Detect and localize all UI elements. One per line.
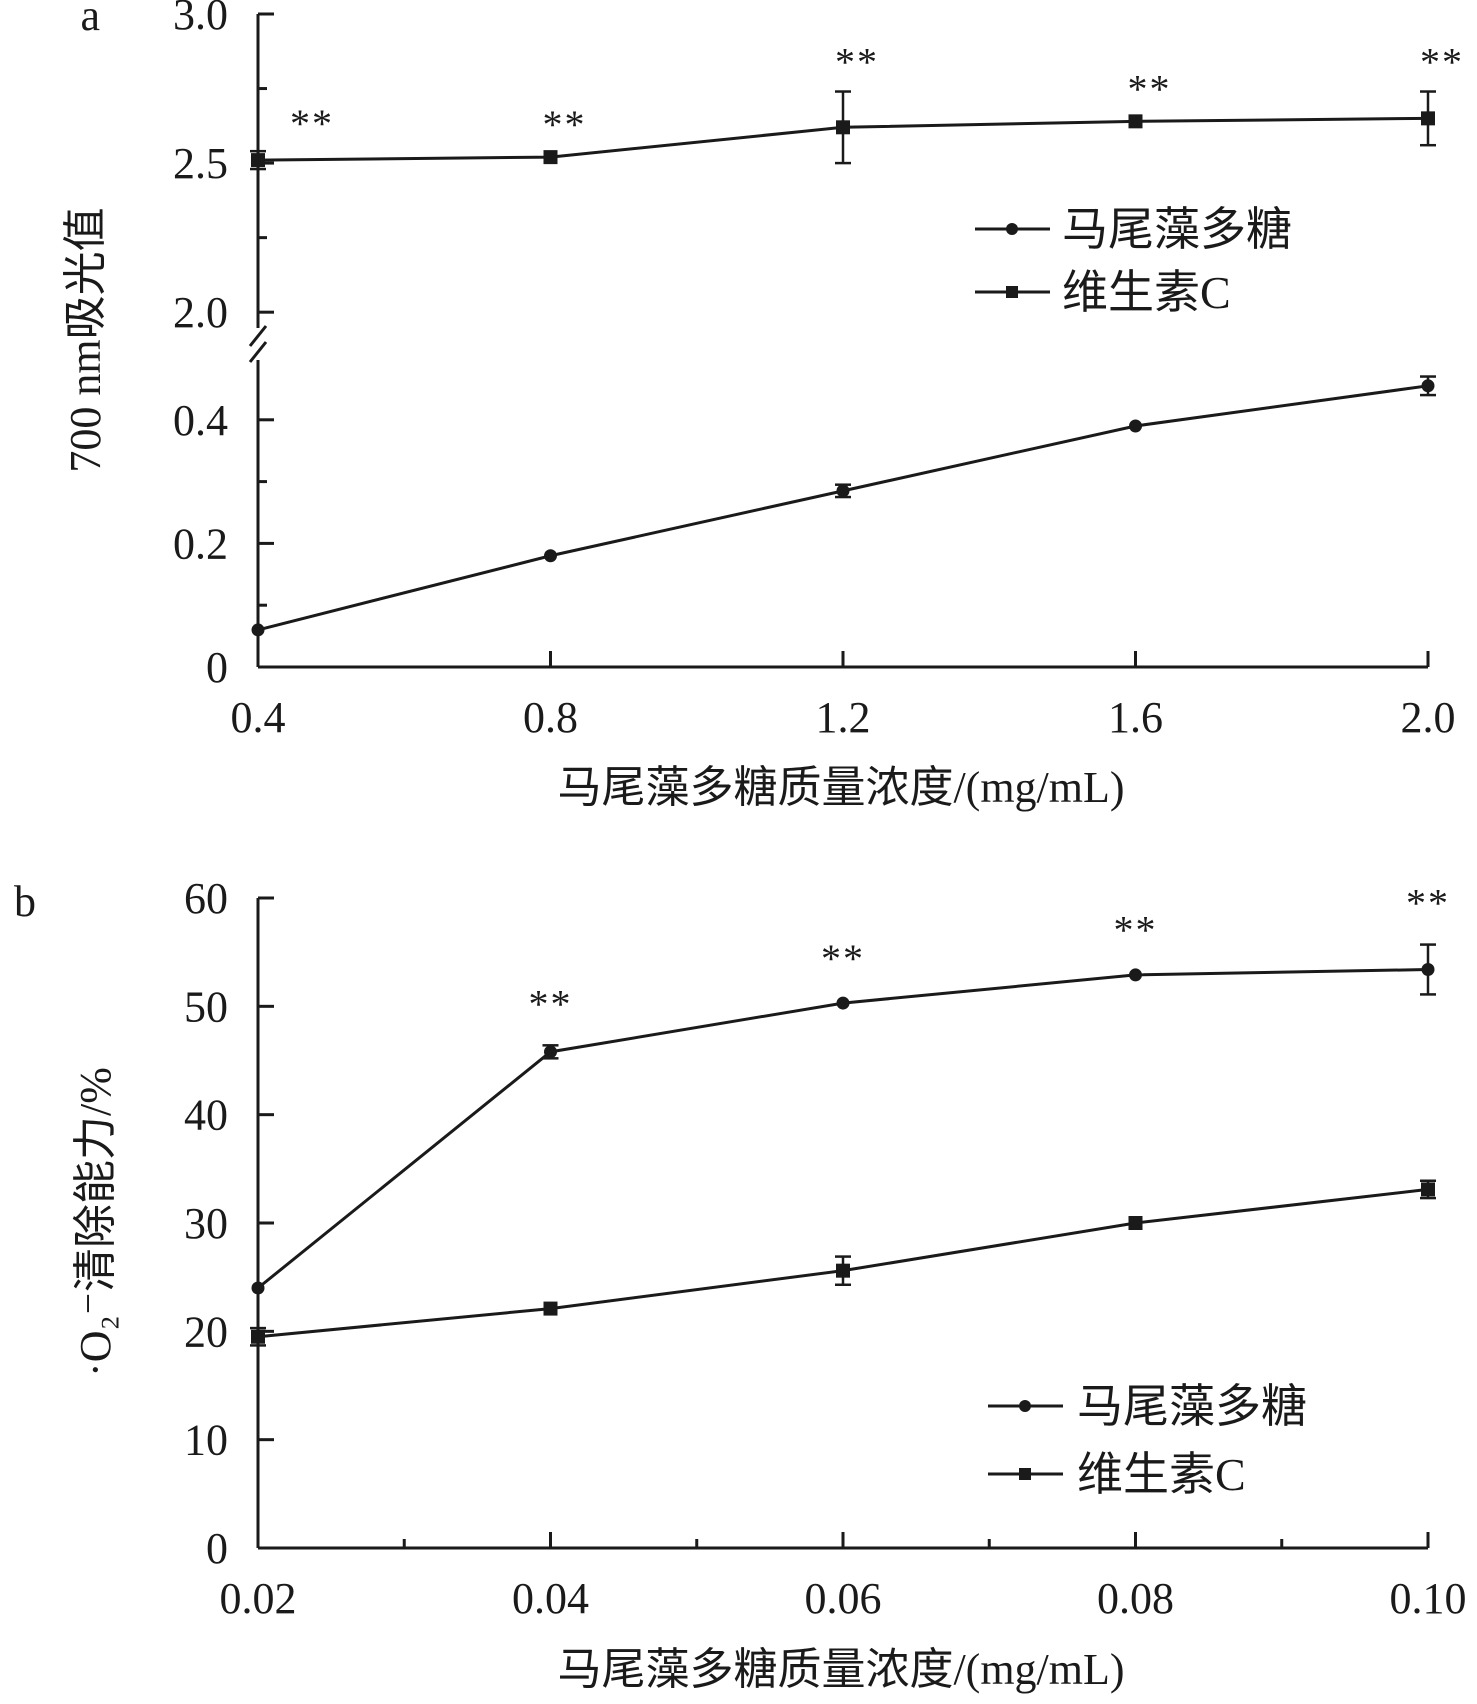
y-tick-label: 10: [184, 1416, 228, 1465]
plot-area: [250, 943, 1436, 1347]
legend-marker-square: [1006, 286, 1018, 298]
y-ticks: [258, 12, 274, 669]
data-point-circle: [836, 996, 850, 1010]
y-tick-label: 3.0: [173, 0, 228, 39]
significance-mark: **: [290, 101, 334, 146]
y-tick-label: 0.4: [173, 396, 228, 445]
x-ticks: [256, 1532, 1430, 1548]
legend-marker-circle: [1006, 223, 1018, 235]
y-tick-label: 30: [184, 1199, 228, 1248]
x-tick-label: 0.4: [231, 693, 286, 742]
x-axis-title: 马尾藻多糖质量浓度/(mg/mL): [557, 763, 1124, 812]
data-point-circle: [544, 549, 557, 563]
data-point-circle: [251, 623, 265, 637]
axis-break-mark-bottom: [248, 341, 268, 363]
data-point-square: [1128, 114, 1143, 129]
significance-mark: **: [529, 981, 573, 1026]
data-point-square: [543, 150, 558, 165]
significance-mark: **: [543, 102, 587, 147]
y-axis-title: 700 nm吸光值: [61, 207, 110, 472]
y-tick-label: 0: [206, 1524, 228, 1573]
legend: 马尾藻多糖 维生素C: [975, 204, 1292, 318]
x-tick-labels: 0.4 0.8 1.2 1.6 2.0: [231, 693, 1456, 742]
data-point-circle: [1129, 419, 1142, 433]
significance-mark: **: [1128, 66, 1172, 111]
data-point-square: [251, 1329, 265, 1344]
y-tick-label: 0.2: [173, 519, 228, 568]
x-tick-label: 0.8: [523, 693, 578, 742]
plot-area: [250, 90, 1436, 637]
data-point-square: [1421, 111, 1435, 126]
legend-marker-circle: [1019, 1400, 1031, 1412]
data-point-square: [836, 120, 850, 135]
y-tick-label: 20: [184, 1307, 228, 1356]
series-line-1: [257, 968, 1429, 1290]
panel-b-label: b: [14, 877, 36, 926]
y-tick-label: 40: [184, 1091, 228, 1140]
x-ticks: [256, 651, 1430, 667]
x-tick-label: 0.06: [805, 1574, 882, 1623]
y-tick-labels: 0 10 20 30 40 50 60: [184, 874, 228, 1573]
x-tick-labels: 0.02 0.04 0.06 0.08 0.10: [220, 1574, 1467, 1623]
y-tick-label: 2.0: [173, 288, 228, 337]
panel-a: a 0 0.2 0.4 2.0 2.5 3.0 0.4 0.8 1.2 1.6 …: [61, 0, 1464, 812]
series-line-1: [257, 384, 1429, 632]
legend-label-series-1: 马尾藻多糖: [1077, 1381, 1307, 1432]
significance-marks: ** ** ** **: [529, 881, 1450, 1027]
x-tick-label: 0.02: [220, 1574, 297, 1623]
data-point-circle: [544, 1045, 557, 1059]
y-tick-label: 2.5: [173, 139, 228, 188]
y-tick-label: 50: [184, 982, 228, 1031]
legend-marker-square: [1019, 1468, 1031, 1480]
data-point-circle: [836, 484, 850, 498]
data-point-circle: [251, 1281, 265, 1295]
significance-mark: **: [1114, 908, 1158, 953]
data-point-square: [543, 1301, 558, 1316]
y-tick-label: 60: [184, 874, 228, 923]
data-point-square: [251, 153, 265, 168]
significance-mark: **: [821, 936, 865, 981]
significance-mark: **: [835, 40, 879, 85]
x-tick-label: 2.0: [1401, 693, 1456, 742]
legend: 马尾藻多糖 维生素C: [988, 1381, 1307, 1500]
x-tick-label: 0.10: [1390, 1574, 1467, 1623]
significance-mark: **: [1406, 881, 1450, 926]
panel-a-label: a: [80, 0, 100, 40]
x-tick-label: 0.04: [512, 1574, 589, 1623]
y-tick-label: 0: [206, 643, 228, 692]
data-point-circle: [1421, 379, 1435, 393]
axis-break-mark-top: [248, 325, 268, 347]
x-tick-label: 1.6: [1108, 693, 1163, 742]
y-ticks: [258, 896, 274, 1550]
data-point-circle: [1129, 968, 1142, 982]
data-point-square: [1128, 1216, 1143, 1230]
y-tick-labels: 0 0.2 0.4 2.0 2.5 3.0: [173, 0, 228, 692]
legend-label-series-2: 维生素C: [1062, 267, 1231, 318]
data-point-square: [1421, 1182, 1435, 1197]
x-tick-label: 0.08: [1097, 1574, 1174, 1623]
data-point-square: [836, 1263, 850, 1278]
legend-label-series-1: 马尾藻多糖: [1062, 204, 1292, 255]
x-axis-title: 马尾藻多糖质量浓度/(mg/mL): [557, 1645, 1124, 1694]
data-point-circle: [1421, 963, 1435, 976]
significance-mark: **: [1420, 40, 1464, 85]
x-tick-label: 1.2: [816, 693, 871, 742]
legend-label-series-2: 维生素C: [1077, 1449, 1246, 1500]
panel-b: b 0 10 20 30 40 50 60 0.02 0.04 0.06 0.0…: [14, 874, 1467, 1694]
significance-marks: ** ** ** ** **: [290, 40, 1464, 148]
y-axis-title: ·O₂⁻清除能力/%: [71, 1067, 120, 1377]
